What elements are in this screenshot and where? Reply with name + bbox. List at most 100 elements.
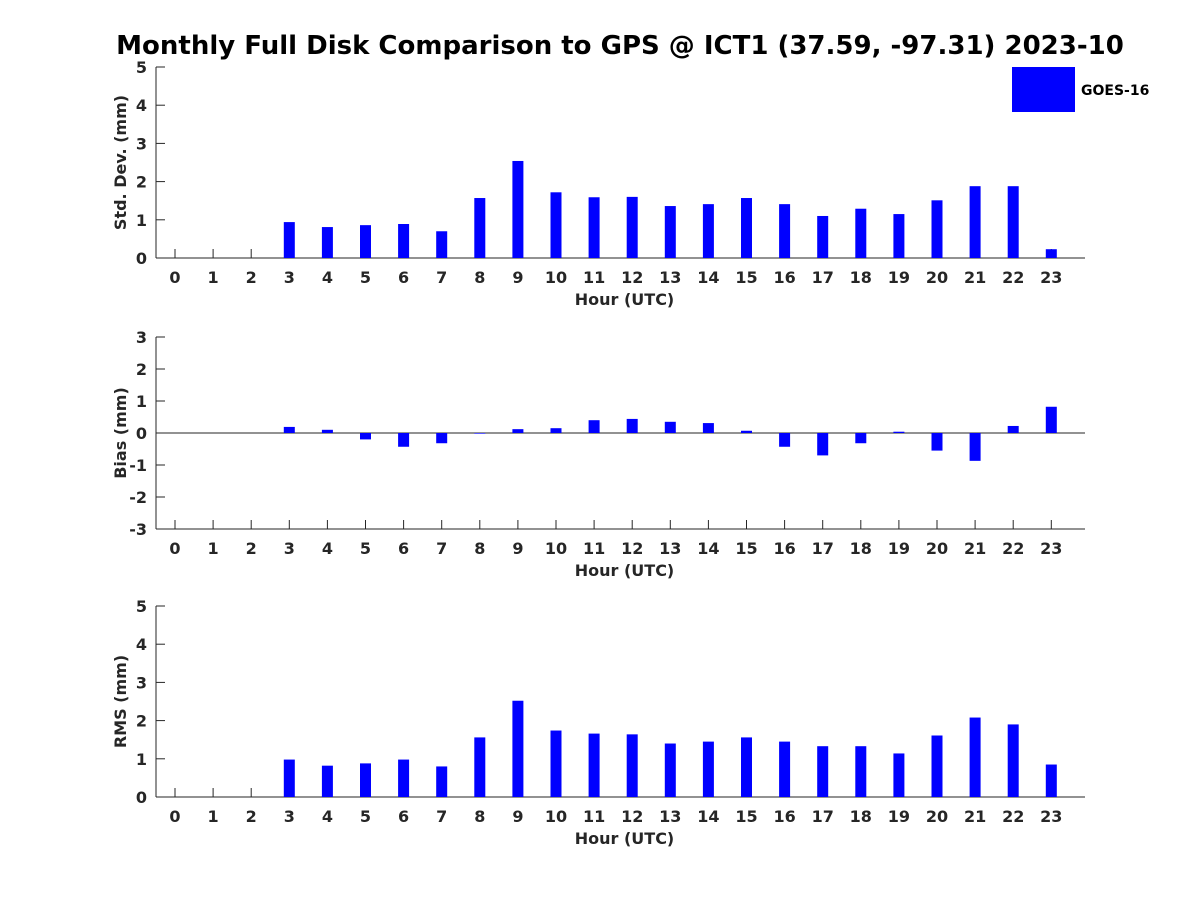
bar bbox=[855, 208, 867, 258]
bar bbox=[626, 196, 638, 258]
x-tick-label: 12 bbox=[621, 268, 643, 287]
x-tick-label: 15 bbox=[735, 539, 757, 558]
x-tick-label: 4 bbox=[322, 268, 333, 287]
bar bbox=[283, 426, 295, 433]
x-tick-label: 23 bbox=[1040, 807, 1062, 826]
x-tick-label: 16 bbox=[773, 807, 795, 826]
y-axis-label: Std. Dev. (mm) bbox=[111, 95, 130, 230]
bar bbox=[626, 734, 638, 797]
x-tick-label: 6 bbox=[398, 268, 409, 287]
bar bbox=[702, 423, 714, 433]
x-tick-label: 2 bbox=[246, 539, 257, 558]
x-tick-label: 4 bbox=[322, 807, 333, 826]
x-tick-label: 18 bbox=[850, 539, 872, 558]
bar bbox=[817, 746, 829, 797]
bar bbox=[512, 700, 524, 797]
bar bbox=[398, 224, 410, 258]
y-tick-label: 2 bbox=[136, 360, 147, 379]
x-tick-label: 20 bbox=[926, 268, 948, 287]
x-tick-label: 20 bbox=[926, 539, 948, 558]
x-tick-label: 18 bbox=[850, 807, 872, 826]
x-tick-label: 13 bbox=[659, 268, 681, 287]
x-tick-label: 9 bbox=[512, 268, 523, 287]
x-tick-label: 20 bbox=[926, 807, 948, 826]
x-tick-label: 8 bbox=[474, 539, 485, 558]
bar bbox=[1007, 724, 1019, 797]
bar bbox=[436, 231, 448, 258]
x-tick-label: 7 bbox=[436, 807, 447, 826]
x-tick-label: 11 bbox=[583, 539, 605, 558]
bar bbox=[893, 431, 905, 433]
x-tick-label: 0 bbox=[169, 807, 180, 826]
bar bbox=[664, 421, 676, 433]
bar bbox=[817, 433, 829, 456]
bar bbox=[512, 160, 524, 258]
x-tick-label: 16 bbox=[773, 268, 795, 287]
bar bbox=[360, 225, 371, 258]
x-tick-label: 2 bbox=[246, 268, 257, 287]
bar bbox=[436, 766, 448, 797]
bar bbox=[1007, 425, 1019, 433]
x-tick-label: 14 bbox=[697, 268, 719, 287]
y-tick-label: 3 bbox=[136, 134, 147, 153]
bar bbox=[588, 420, 600, 433]
bar bbox=[283, 222, 295, 258]
bar bbox=[893, 214, 905, 258]
bar bbox=[931, 735, 943, 797]
chart-title: Monthly Full Disk Comparison to GPS @ IC… bbox=[116, 31, 1124, 61]
bar bbox=[550, 192, 562, 258]
x-tick-label: 13 bbox=[659, 807, 681, 826]
y-tick-label: -2 bbox=[129, 488, 147, 507]
y-tick-label: 4 bbox=[136, 635, 147, 654]
bar bbox=[474, 737, 486, 797]
x-tick-label: 10 bbox=[545, 807, 567, 826]
bar bbox=[360, 433, 371, 440]
bar bbox=[398, 433, 410, 447]
x-tick-label: 15 bbox=[735, 268, 757, 287]
x-tick-label: 8 bbox=[474, 268, 485, 287]
x-tick-label: 22 bbox=[1002, 268, 1024, 287]
x-tick-label: 4 bbox=[322, 539, 333, 558]
y-tick-label: 5 bbox=[136, 597, 147, 616]
x-axis-label: Hour (UTC) bbox=[575, 561, 675, 580]
legend: GOES-16 bbox=[1012, 67, 1149, 112]
x-tick-label: 14 bbox=[697, 539, 719, 558]
x-tick-label: 2 bbox=[246, 807, 257, 826]
x-tick-label: 5 bbox=[360, 807, 371, 826]
x-tick-label: 1 bbox=[208, 807, 219, 826]
x-tick-label: 7 bbox=[436, 268, 447, 287]
y-tick-label: 0 bbox=[136, 424, 147, 443]
x-tick-label: 22 bbox=[1002, 807, 1024, 826]
bar bbox=[855, 433, 867, 444]
bar bbox=[321, 429, 333, 433]
x-tick-label: 18 bbox=[850, 268, 872, 287]
bar bbox=[855, 746, 867, 797]
x-tick-label: 3 bbox=[284, 539, 295, 558]
y-tick-label: 1 bbox=[136, 392, 147, 411]
bar bbox=[969, 433, 981, 461]
bar bbox=[702, 204, 714, 258]
x-tick-label: 17 bbox=[812, 539, 834, 558]
bar bbox=[588, 197, 600, 258]
bar bbox=[512, 429, 524, 433]
x-tick-label: 8 bbox=[474, 807, 485, 826]
x-tick-label: 5 bbox=[360, 268, 371, 287]
bar bbox=[741, 198, 752, 258]
y-tick-label: 2 bbox=[136, 712, 147, 731]
bar bbox=[893, 753, 905, 797]
bar bbox=[969, 717, 981, 797]
bar bbox=[588, 733, 600, 797]
bar bbox=[741, 430, 752, 433]
x-tick-label: 10 bbox=[545, 539, 567, 558]
x-tick-label: 7 bbox=[436, 539, 447, 558]
bar bbox=[474, 433, 486, 434]
bar bbox=[931, 433, 943, 451]
y-tick-label: -1 bbox=[129, 456, 147, 475]
y-tick-label: 1 bbox=[136, 211, 147, 230]
y-tick-label: 3 bbox=[136, 328, 147, 347]
x-tick-label: 14 bbox=[697, 807, 719, 826]
x-tick-label: 23 bbox=[1040, 268, 1062, 287]
x-tick-label: 21 bbox=[964, 268, 986, 287]
bar bbox=[626, 418, 638, 433]
